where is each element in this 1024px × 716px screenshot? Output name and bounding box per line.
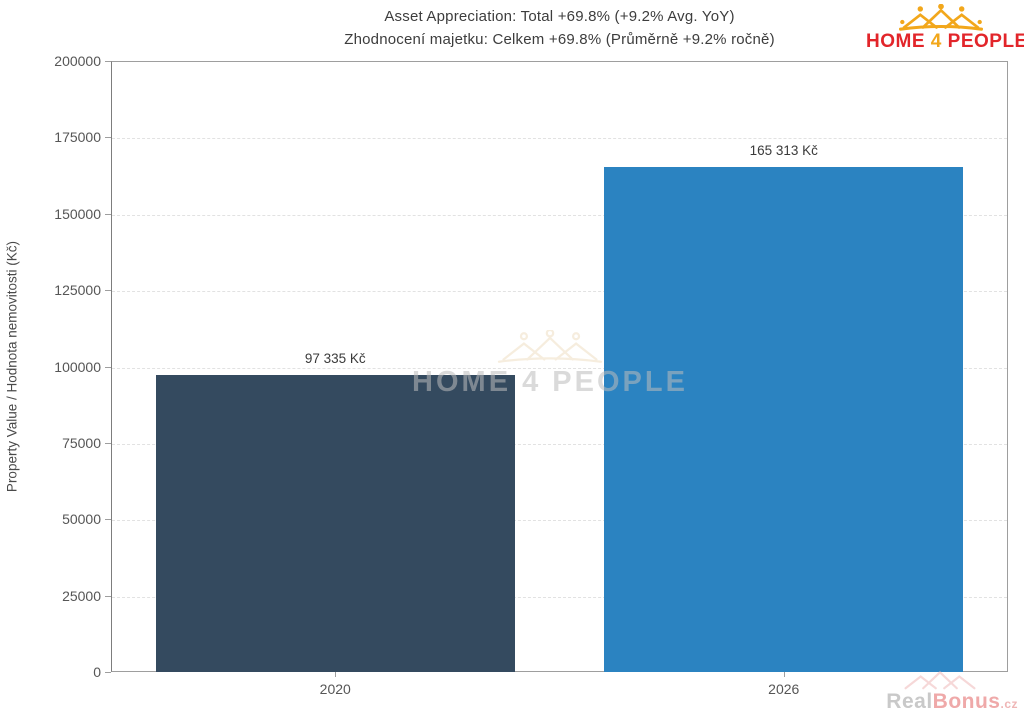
y-tick-label-25000: 25000 (62, 587, 101, 604)
brand-wordmark: HOME 4 PEOPLE (866, 31, 1024, 53)
bar-2020 (155, 374, 515, 672)
realbonus-wordmark: RealBonus.cz (848, 690, 1018, 714)
y-tick-label-0: 0 (93, 664, 101, 680)
x-tick-label-2026: 2026 (768, 681, 800, 697)
y-tick-mark (105, 290, 111, 292)
y-tick-label-100000: 100000 (54, 358, 101, 375)
y-tick-mark (105, 366, 111, 368)
crown-houses-icon (898, 4, 984, 31)
bar-value-label-2020: 97 335 Kč (304, 350, 366, 366)
home4people-logo: HOME 4 PEOPLE (866, 4, 1024, 53)
gridline-100000 (112, 367, 1007, 369)
y-axis-label: Property Value / Hodnota nemovitosti (Kč… (4, 240, 20, 493)
gridline-75000 (112, 443, 1007, 445)
realbonus-tld: .cz (1000, 697, 1018, 711)
y-tick-mark (105, 519, 111, 521)
y-tick-mark (105, 213, 111, 215)
gridline-175000 (112, 138, 1007, 140)
bar-value-label-2026: 165 313 Kč (749, 142, 818, 158)
y-tick-label-75000: 75000 (62, 434, 101, 451)
gridline-25000 (112, 596, 1007, 598)
brand-word-people: PEOPLE (947, 31, 1024, 52)
brand-word-home: HOME (866, 31, 925, 52)
y-tick-label-125000: 125000 (54, 282, 101, 299)
realbonus-word-bonus: Bonus (932, 690, 1001, 713)
y-tick-mark (105, 595, 111, 597)
bar-2026 (604, 166, 964, 672)
y-tick-label-150000: 150000 (54, 205, 101, 222)
chart-subtitle: Zhodnocení majetku: Celkem +69.8% (Průmě… (344, 31, 775, 48)
y-tick-label-175000: 175000 (54, 129, 101, 146)
gridline-125000 (112, 291, 1007, 293)
x-tick-mark (335, 672, 337, 677)
gridline-150000 (112, 214, 1007, 216)
y-tick-mark (105, 137, 111, 139)
y-tick-mark (105, 61, 111, 62)
realbonus-watermark: RealBonus.cz (848, 666, 1018, 714)
x-tick-label-2020: 2020 (319, 681, 351, 697)
gridline-50000 (112, 520, 1007, 522)
y-tick-label-50000: 50000 (62, 511, 101, 528)
y-tick-label-200000: 200000 (54, 53, 101, 69)
brand-word-4: 4 (930, 31, 942, 52)
realbonus-word-real: Real (886, 690, 933, 713)
chart-title: Asset Appreciation: Total +69.8% (+9.2% … (384, 8, 735, 25)
y-tick-mark (105, 672, 111, 673)
x-tick-mark (783, 672, 785, 677)
y-tick-mark (105, 442, 111, 444)
